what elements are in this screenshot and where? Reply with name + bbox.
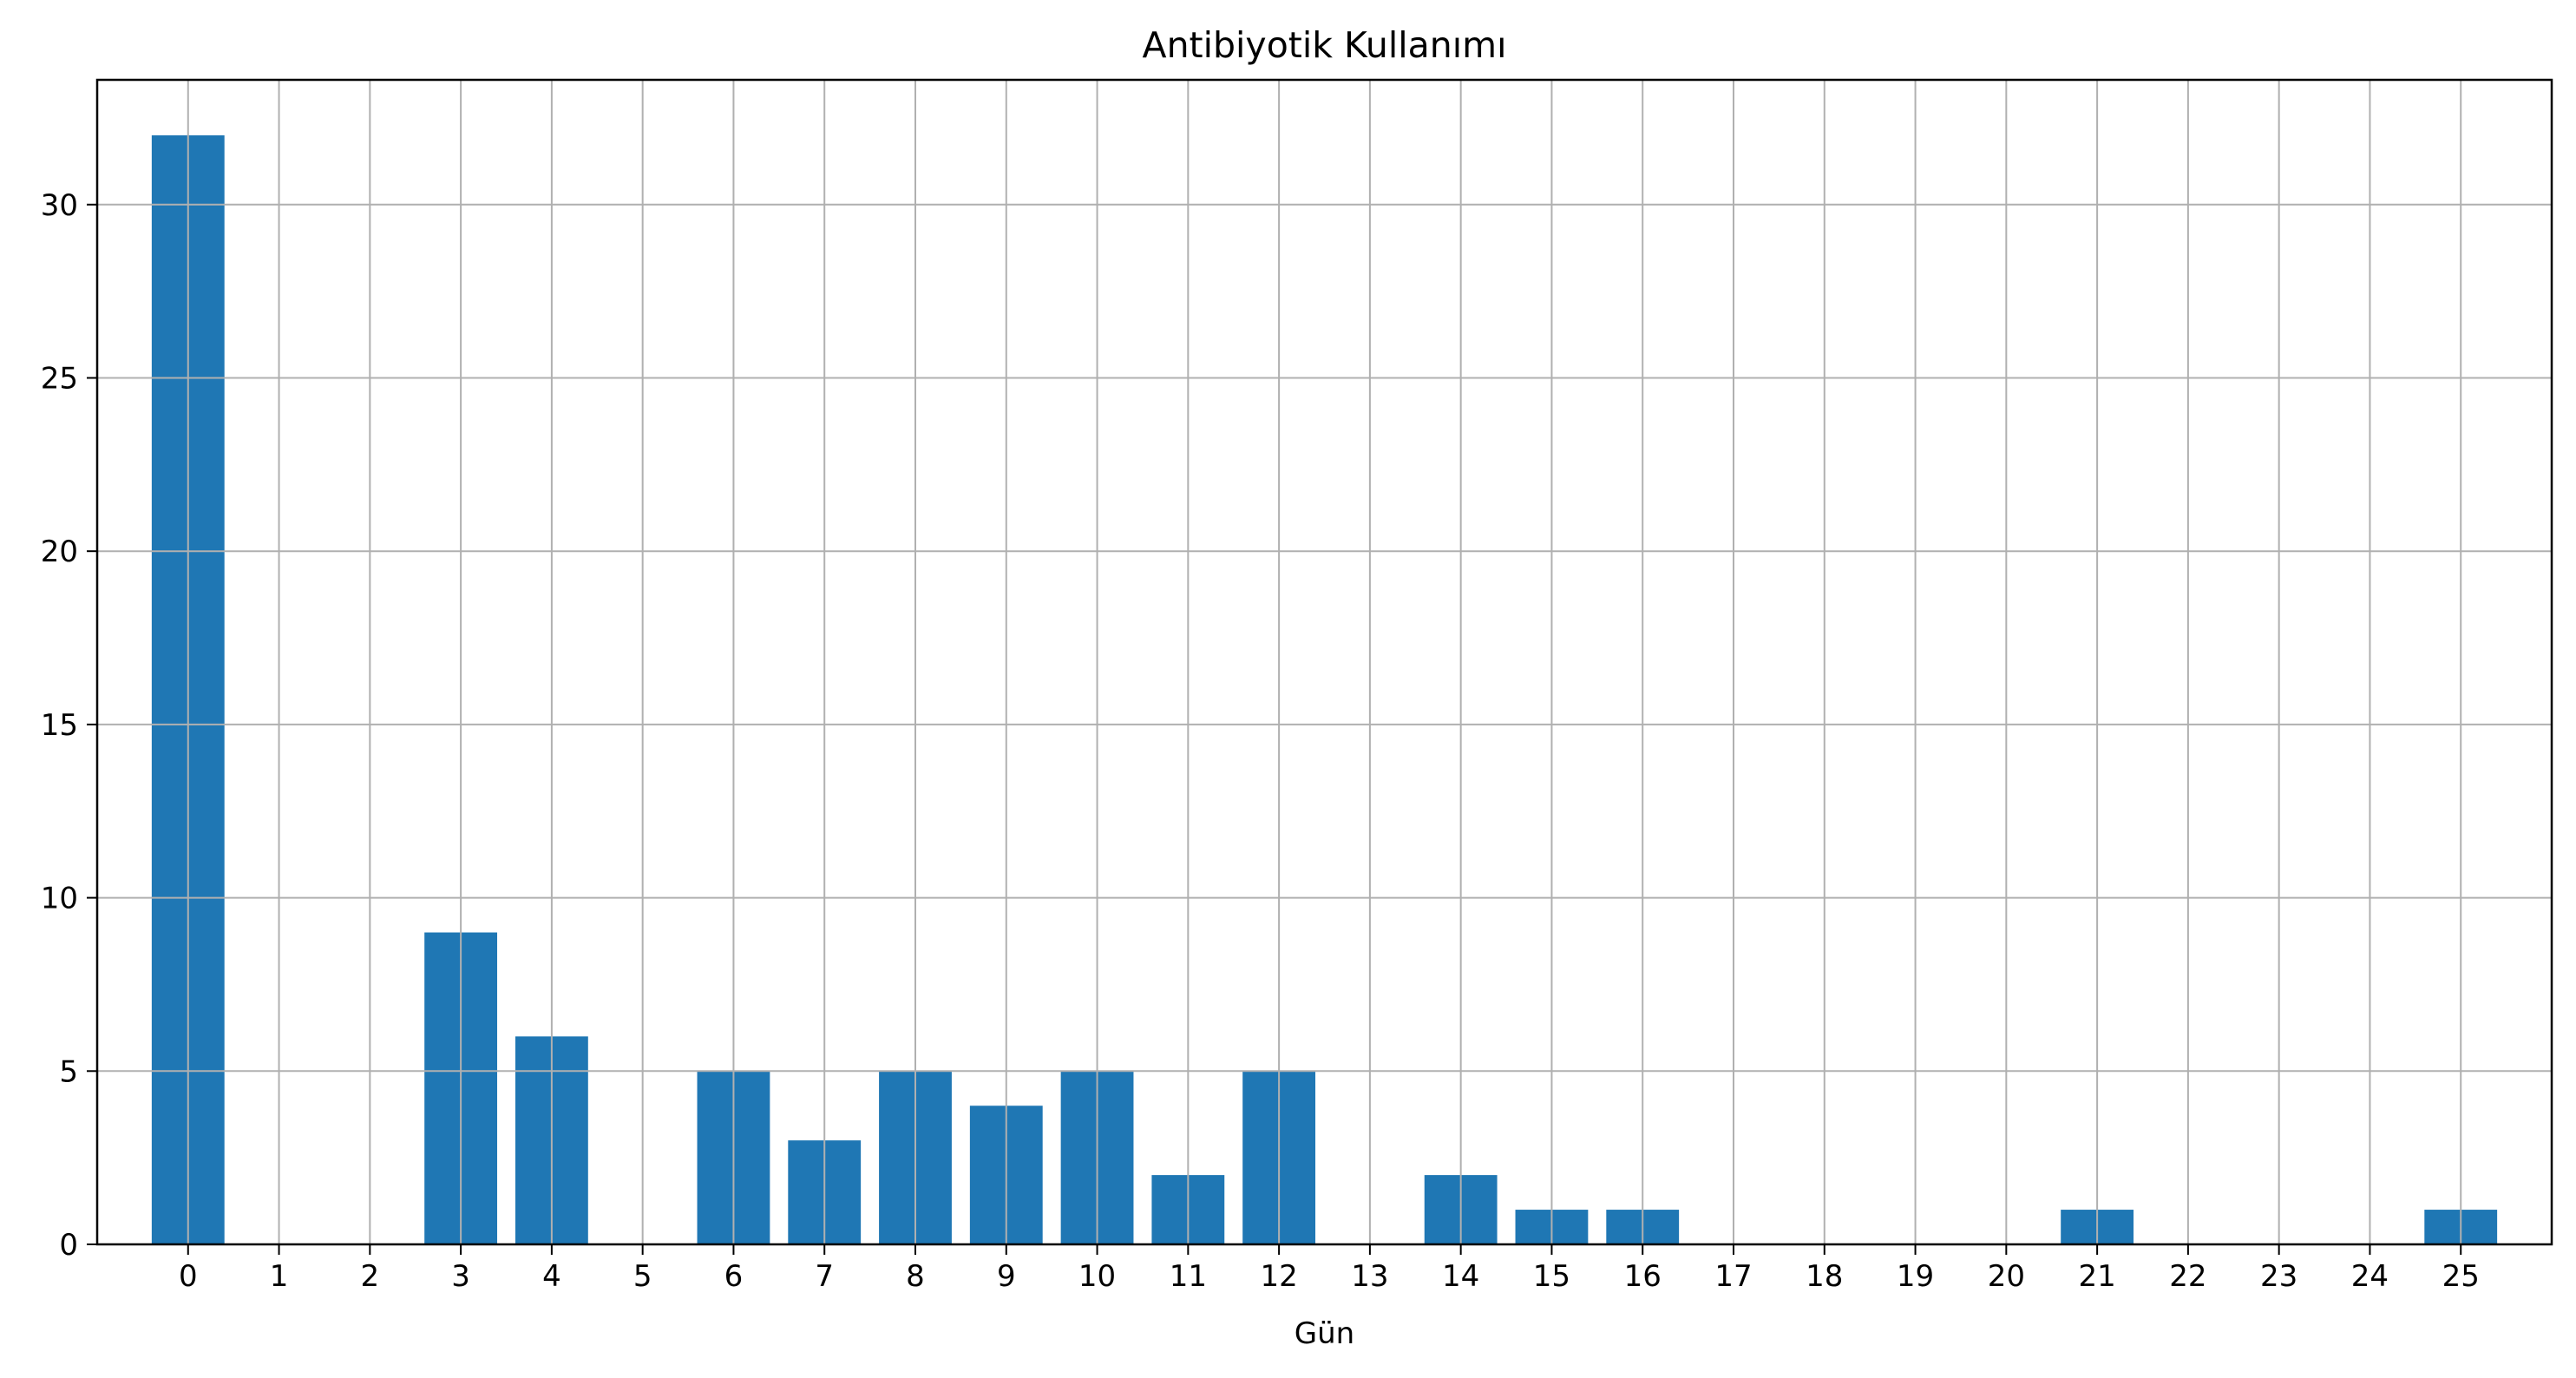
x-tick-label: 3: [451, 1259, 470, 1294]
x-tick-label: 13: [1351, 1259, 1388, 1294]
x-axis-ticks: 0 1 2 3 4 5 6 7 8 9 10 11 12 13 14 15 16 17 18 19 20 21 22 23 24…: [179, 1244, 2480, 1294]
x-tick-label: 14: [1442, 1259, 1479, 1294]
x-tick-label: 15: [1533, 1259, 1570, 1294]
x-tick-label: 16: [1624, 1259, 1662, 1294]
x-tick-label: 19: [1897, 1259, 1934, 1294]
x-tick-label: 10: [1078, 1259, 1116, 1294]
y-tick-label: 30: [41, 188, 78, 223]
x-tick-label: 4: [542, 1259, 561, 1294]
x-tick-label: 17: [1714, 1259, 1752, 1294]
y-axis-ticks: 0 5 10 15 20 25 30: [41, 188, 97, 1263]
y-tick-label: 5: [59, 1054, 78, 1089]
x-tick-label: 12: [1260, 1259, 1297, 1294]
x-axis-label: Gün: [1295, 1316, 1354, 1351]
x-tick-label: 23: [2260, 1259, 2297, 1294]
y-tick-label: 0: [59, 1228, 78, 1263]
x-tick-label: 8: [906, 1259, 925, 1294]
x-tick-label: 22: [2169, 1259, 2206, 1294]
y-tick-label: 25: [41, 361, 78, 396]
x-tick-label: 21: [2078, 1259, 2115, 1294]
x-tick-label: 25: [2442, 1259, 2480, 1294]
y-tick-label: 15: [41, 708, 78, 743]
plot-frame: [95, 78, 2553, 1246]
x-tick-label: 0: [179, 1259, 198, 1294]
grid-lines: [97, 80, 2552, 1245]
x-tick-label: 20: [1988, 1259, 2025, 1294]
y-tick-label: 10: [41, 882, 78, 916]
y-tick-label: 20: [41, 535, 78, 569]
x-tick-label: 6: [724, 1259, 744, 1294]
x-tick-label: 18: [1806, 1259, 1843, 1294]
chart-title: Antibiyotik Kullanımı: [1143, 24, 1507, 66]
x-tick-label: 2: [361, 1259, 380, 1294]
x-tick-label: 24: [2351, 1259, 2389, 1294]
x-tick-label: 7: [815, 1259, 834, 1294]
x-tick-label: 5: [633, 1259, 652, 1294]
x-tick-label: 9: [997, 1259, 1016, 1294]
x-tick-label: 1: [270, 1259, 289, 1294]
x-tick-label: 11: [1170, 1259, 1207, 1294]
